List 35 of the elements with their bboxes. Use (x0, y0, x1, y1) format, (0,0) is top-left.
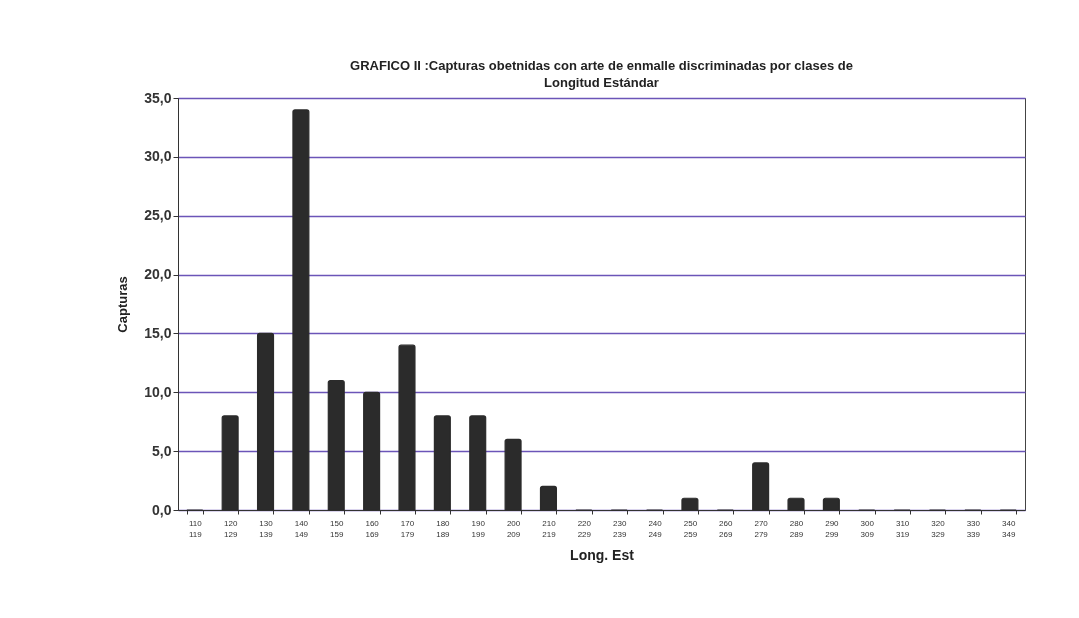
x-tick-label: 120 129 (223, 518, 238, 539)
y-tick-label: 30,0 (144, 148, 172, 165)
x-tick-label: 180 189 (436, 518, 451, 539)
x-tick-label: 140 149 (294, 518, 309, 539)
y-tick-label: 15,0 (144, 324, 172, 341)
x-tick-label: 200 209 (506, 518, 521, 539)
x-tick-label: 190 199 (471, 518, 486, 539)
x-tick-label: 340 349 (1002, 518, 1016, 539)
y-tick-label: 5,0 (152, 442, 172, 459)
x-tick-label: 160 169 (365, 518, 380, 539)
y-tick-label: 0,0 (152, 501, 172, 518)
x-tick-label: 110 119 (188, 518, 203, 539)
y-tick-label: 20,0 (144, 266, 172, 283)
x-tick-label: 300 309 (860, 518, 875, 539)
y-axis-title: Capturas (115, 276, 131, 333)
x-tick-label: 290 299 (825, 518, 840, 539)
x-axis-title: Long. Est (570, 546, 635, 563)
x-tick-label: 260 269 (719, 518, 733, 539)
x-tick-label: 250 259 (683, 518, 698, 539)
x-tick-label: 130 139 (259, 518, 274, 539)
x-tick-label: 170 179 (400, 518, 415, 539)
y-tick-label: 25,0 (144, 207, 172, 224)
x-tick-label: 210 219 (542, 518, 557, 539)
y-tick-label: 10,0 (144, 383, 172, 400)
x-tick-label: 150 159 (330, 518, 344, 539)
x-tick-label: 320 329 (931, 518, 946, 539)
x-tick-label: 310 319 (895, 518, 910, 539)
y-tick-label: 35,0 (144, 89, 172, 106)
chart-title: GRAFICO II :Capturas obetnidas con arte de enmalle discriminadas por clases de Longitud Estándar (350, 58, 853, 90)
x-tick-label: 270 279 (754, 518, 769, 539)
x-tick-label: 240 249 (648, 518, 663, 539)
x-tick-label: 280 289 (789, 518, 804, 539)
x-tick-label: 330 339 (966, 518, 981, 539)
x-tick-label: 220 229 (577, 518, 592, 539)
x-tick-label: 230 239 (613, 518, 627, 539)
